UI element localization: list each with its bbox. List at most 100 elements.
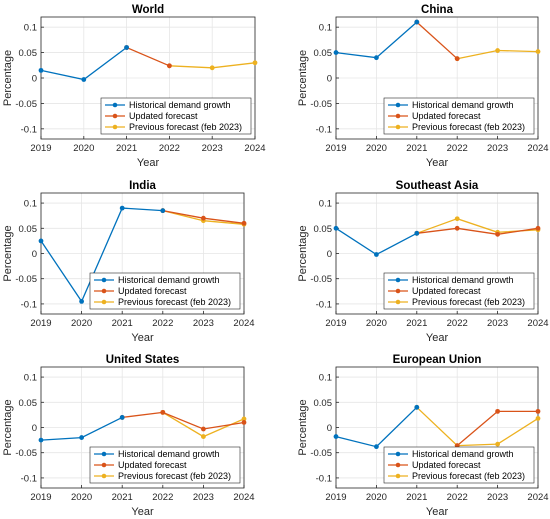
y-tick-label: -0.05 <box>15 274 37 285</box>
y-tick-label: 0.1 <box>319 199 332 210</box>
legend-marker-updated <box>395 462 401 468</box>
y-tick-label: 0 <box>327 423 332 434</box>
chart-panel-0: 2019 2020 2021 2022 2023 2024 -0.1 -0.05 0 0.05 0.… <box>2 4 266 169</box>
x-tick-label: 2020 <box>73 143 94 154</box>
data-point-historical <box>38 238 44 244</box>
x-tick-label: 2021 <box>112 318 133 329</box>
y-tick-label: 0 <box>32 249 37 260</box>
data-point-historical <box>79 435 84 440</box>
y-tick-label: 0.1 <box>319 373 332 384</box>
x-tick-label: 2024 <box>233 492 254 503</box>
data-point-updated <box>535 408 541 414</box>
data-point-historical <box>38 67 44 73</box>
legend-label-previous: Previous forecast (feb 2023) <box>118 297 231 307</box>
x-tick-label: 2020 <box>366 492 387 503</box>
y-tick-label: -0.1 <box>21 299 37 310</box>
y-tick-label: 0 <box>32 74 37 85</box>
x-tick-label: 2019 <box>30 143 51 154</box>
data-point-historical <box>374 252 379 257</box>
x-tick-label: 2021 <box>406 318 427 329</box>
y-axis-label: Percentage <box>297 50 309 106</box>
data-point-updated <box>201 215 206 221</box>
data-point-historical <box>414 19 420 25</box>
legend-label-historical: Historical demand growth <box>412 449 514 459</box>
data-point-updated <box>454 225 460 231</box>
y-tick-label: 0.1 <box>24 373 37 384</box>
data-point-updated <box>454 56 460 62</box>
data-point-updated <box>167 63 172 69</box>
legend-label-previous: Previous forecast (feb 2023) <box>412 122 525 132</box>
chart-title: World <box>132 4 164 16</box>
legend-marker-previous <box>101 473 107 479</box>
x-tick-label: 2023 <box>193 492 214 503</box>
legend-marker-updated <box>112 113 118 119</box>
y-tick-label: -0.1 <box>316 473 332 484</box>
legend-label-historical: Historical demand growth <box>118 449 220 459</box>
x-tick-label: 2021 <box>116 143 137 154</box>
legend-box <box>383 272 535 310</box>
legend-marker-updated <box>101 462 107 468</box>
legend-marker-previous <box>395 473 401 479</box>
legend-box <box>100 97 252 135</box>
series-line-updated <box>416 227 539 235</box>
legend-marker-updated <box>101 288 107 294</box>
chart-panel-3: 2019 2020 2021 2022 2023 2024 -0.1 -0.05 0 0.05 0.… <box>297 180 549 344</box>
legend-label-historical: Historical demand growth <box>118 275 220 285</box>
x-tick-label: 2024 <box>527 143 548 154</box>
y-tick-label: -0.1 <box>316 124 332 135</box>
data-point-updated <box>495 231 500 237</box>
chart-panel-2: 2019 2020 2021 2022 2023 2024 -0.1 -0.05 0 0.05 0.… <box>2 180 255 344</box>
x-tick-label: 2024 <box>244 143 265 154</box>
data-point-updated <box>241 220 247 226</box>
x-tick-label: 2024 <box>527 492 548 503</box>
data-point-historical <box>79 298 84 304</box>
data-point-historical <box>124 45 129 50</box>
legend-marker-historical <box>101 451 107 457</box>
x-tick-label: 2023 <box>487 318 508 329</box>
y-tick-label: -0.05 <box>15 99 37 110</box>
legend-label-historical: Historical demand growth <box>129 100 231 110</box>
data-point-updated <box>201 426 206 432</box>
y-tick-label: 0.05 <box>19 48 38 59</box>
data-point-previous <box>495 48 500 53</box>
legend-marker-updated <box>395 288 401 294</box>
x-axis-label: Year <box>131 506 154 518</box>
x-tick-label: 2022 <box>159 143 180 154</box>
legend-marker-previous <box>395 124 401 130</box>
series-line-previous <box>416 406 539 447</box>
y-tick-label: 0.1 <box>319 23 332 34</box>
data-point-updated <box>535 225 541 231</box>
chart-title: European Union <box>393 354 482 366</box>
x-tick-label: 2019 <box>325 143 346 154</box>
data-point-historical <box>38 437 44 443</box>
y-tick-label: 0.05 <box>314 224 333 235</box>
y-axis-label: Percentage <box>2 50 14 106</box>
x-tick-label: 2020 <box>366 143 387 154</box>
data-point-historical <box>374 55 379 61</box>
legend-label-updated: Updated forecast <box>412 460 481 470</box>
x-tick-label: 2023 <box>202 143 223 154</box>
data-point-previous <box>201 434 206 439</box>
legend-marker-historical <box>395 451 401 457</box>
data-point-previous <box>454 216 460 222</box>
y-tick-label: -0.05 <box>310 99 332 110</box>
chart-panel-5: 2019 2020 2021 2022 2023 2024 -0.1 -0.05 0 0.05 0.… <box>297 354 549 518</box>
x-axis-label: Year <box>426 332 449 344</box>
series-line-historical <box>40 207 163 303</box>
y-tick-label: 0.05 <box>19 224 38 235</box>
data-point-historical <box>414 230 420 236</box>
y-tick-label: -0.1 <box>21 473 37 484</box>
x-tick-label: 2021 <box>112 492 133 503</box>
legend-label-previous: Previous forecast (feb 2023) <box>118 471 231 481</box>
y-tick-label: -0.05 <box>310 448 332 459</box>
x-tick-label: 2023 <box>193 318 214 329</box>
x-tick-label: 2021 <box>406 143 427 154</box>
x-tick-label: 2024 <box>527 318 548 329</box>
x-tick-label: 2019 <box>30 318 51 329</box>
series-line-updated <box>126 46 170 67</box>
x-tick-label: 2020 <box>71 318 92 329</box>
y-tick-label: 0.05 <box>314 48 333 59</box>
